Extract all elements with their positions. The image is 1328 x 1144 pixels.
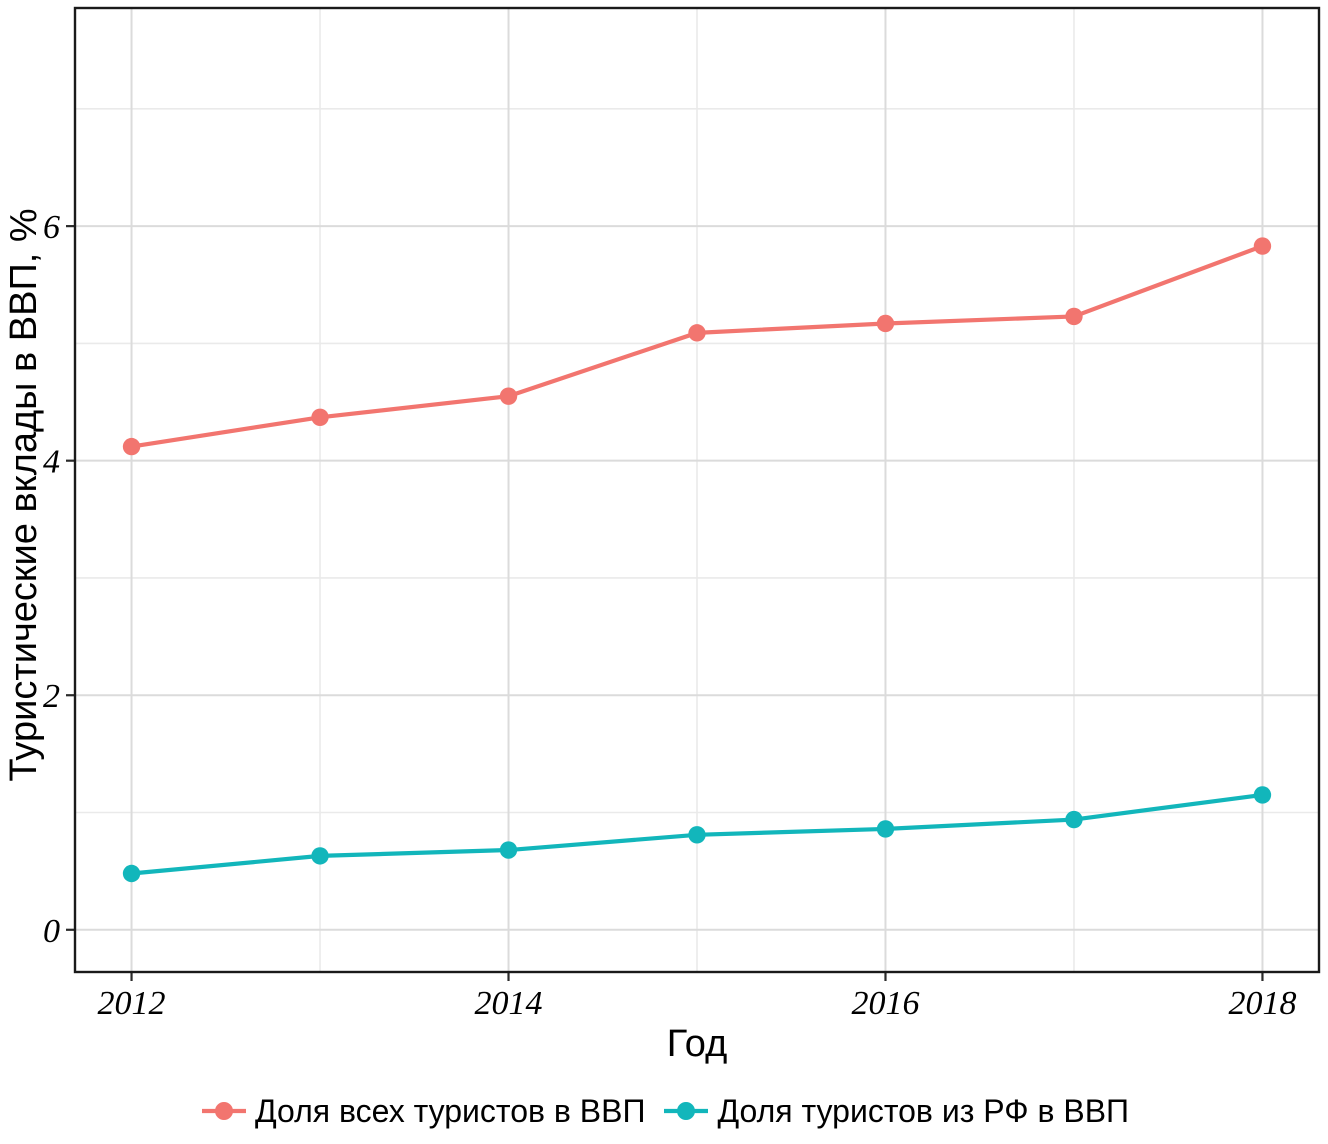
x-tick-label: 2014	[475, 985, 543, 1022]
y-axis-title: Туристические вклады в ВВП, %	[3, 208, 45, 781]
plot-area: 2012 2014 2016 2018 0 2 4 6	[43, 6, 1321, 1022]
data-point-series1-2018	[1253, 786, 1272, 804]
x-tick-label: 2018	[1228, 985, 1296, 1022]
legend-key-red-line-dot-icon	[201, 1102, 246, 1120]
legend-item-all-tourists: Доля всех туристов в ВВП	[199, 1092, 646, 1130]
data-point-series0-2017	[1065, 307, 1083, 326]
data-point-series0-2015	[688, 324, 706, 342]
data-point-series1-2016	[876, 820, 895, 838]
legend-item-rf-tourists: Доля туристов из РФ в ВВП	[661, 1093, 1129, 1130]
y-tick-label: 4	[43, 444, 60, 481]
line-chart: 2012 2014 2016 2018 0 2 4 6 Год Туристические в…	[3, 6, 1321, 1065]
legend-key-teal-line-dot-icon	[664, 1102, 709, 1120]
legend: Доля всех туристов в ВВП Доля туристов и…	[0, 1078, 1328, 1144]
data-point-series0-2013	[311, 408, 329, 426]
x-tick-label: 2016	[851, 985, 919, 1022]
y-tick-label: 6	[43, 209, 60, 246]
y-tick-label: 0	[43, 913, 60, 950]
panel-border	[73, 6, 1321, 974]
legend-label-all-tourists: Доля всех туристов в ВВП	[254, 1092, 646, 1129]
data-point-series1-2013	[311, 847, 329, 865]
data-point-series1-2017	[1065, 810, 1083, 829]
data-point-series1-2012	[122, 864, 141, 883]
data-point-series0-2014	[499, 387, 518, 405]
x-axis-title: Год	[667, 1023, 728, 1065]
legend-label-rf-tourists: Доля туристов из РФ в ВВП	[717, 1092, 1130, 1129]
y-tick-label: 2	[43, 678, 60, 715]
data-point-series0-2012	[122, 437, 141, 456]
x-tick-label: 2012	[98, 985, 166, 1022]
data-point-series1-2014	[499, 841, 518, 859]
data-point-series0-2018	[1253, 237, 1272, 255]
data-point-series0-2016	[876, 314, 895, 333]
data-point-series1-2015	[688, 826, 706, 844]
